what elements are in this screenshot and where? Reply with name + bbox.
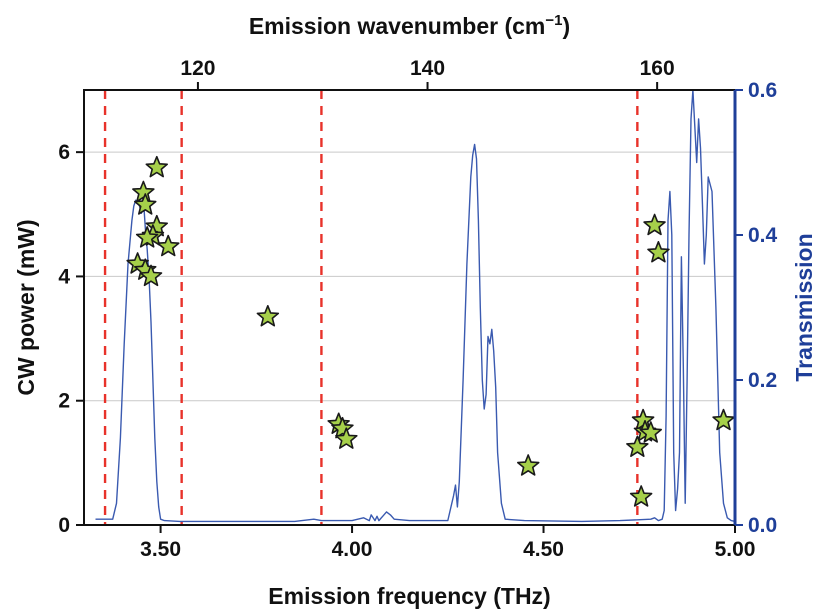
transmission-line — [95, 89, 736, 523]
right-y-tick-label: 0.6 — [748, 79, 777, 102]
power-star-marker — [139, 264, 163, 287]
x-tick-label: 5.00 — [715, 538, 756, 561]
power-star-marker — [157, 234, 180, 257]
top-x-tick-label: 120 — [180, 57, 215, 80]
dashed-marker-lines — [103, 90, 639, 525]
power-star-marker — [335, 427, 358, 449]
axis-ticks: 3.50 4.00 4.50 5.00 120 140 160 0 2 4 6 0.0 0.2 0.4 0.… — [58, 57, 777, 561]
transmission-line-layer — [95, 89, 736, 523]
power-star-marker — [517, 454, 540, 476]
power-star-marker — [145, 155, 168, 178]
x-tick-label: 3.50 — [140, 538, 181, 561]
y-tick-label: 0 — [58, 514, 70, 537]
x-tick-label: 4.00 — [332, 538, 373, 561]
top-x-axis-title-close: ) — [562, 13, 570, 39]
power-star-marker — [256, 305, 280, 327]
power-star-marker — [629, 485, 653, 507]
top-x-axis-title: Emission wavenumber (cm−1) — [249, 12, 570, 39]
x-axis-title: Emission frequency (THz) — [268, 583, 550, 609]
y-tick-label: 4 — [58, 265, 70, 288]
power-star-markers — [126, 155, 735, 507]
y-tick-label: 6 — [58, 141, 70, 164]
top-x-tick-label: 160 — [640, 57, 675, 80]
y-axis-title: CW power (mW) — [13, 219, 39, 395]
top-x-axis-title-superscript: −1 — [545, 12, 562, 29]
gridlines — [84, 151, 735, 402]
x-tick-label: 4.50 — [523, 538, 564, 561]
power-star-marker — [712, 408, 735, 431]
right-y-axis-title: Transmission — [791, 233, 817, 381]
right-y-tick-label: 0.2 — [748, 369, 777, 392]
power-star-marker — [643, 213, 666, 236]
right-y-tick-label: 0.0 — [748, 514, 777, 537]
power-star-marker — [647, 241, 670, 263]
power-star-marker — [639, 421, 662, 443]
right-y-tick-label: 0.4 — [748, 224, 778, 247]
y-tick-label: 2 — [58, 390, 70, 413]
top-x-axis-title-main: Emission wavenumber (cm — [249, 13, 546, 39]
top-x-tick-label: 140 — [410, 57, 445, 80]
power-star-marker — [626, 435, 649, 457]
power-star-marker — [135, 226, 159, 248]
power-star-marker — [134, 193, 157, 215]
